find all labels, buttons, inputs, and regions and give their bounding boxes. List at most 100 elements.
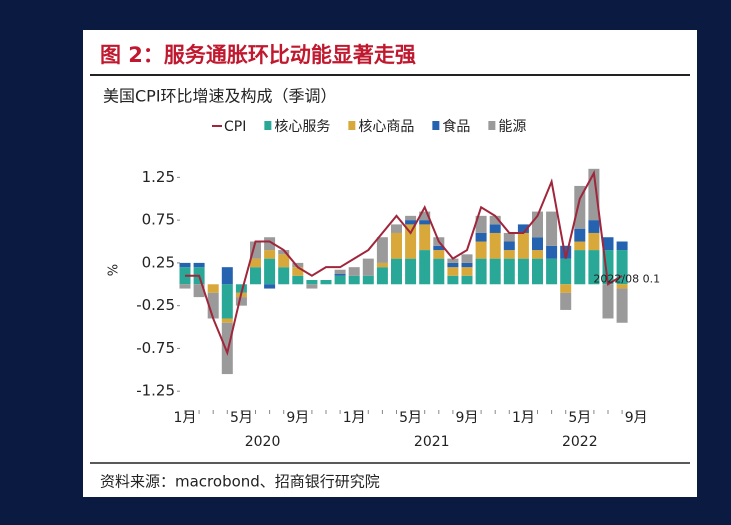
bar <box>616 288 628 323</box>
y-tick-label: -0.25 <box>136 296 175 314</box>
bar <box>376 262 388 268</box>
bar <box>532 250 543 259</box>
x-tick-label: 1月 <box>343 410 366 426</box>
bar <box>250 258 261 268</box>
bar <box>546 245 558 259</box>
legend-label: CPI <box>224 119 246 135</box>
x-tick-label: 5月 <box>568 410 591 426</box>
bar <box>532 258 543 285</box>
legend-label: 食品 <box>442 118 470 135</box>
x-tick-label: 5月 <box>230 410 253 426</box>
bar <box>391 232 402 259</box>
y-tick-label: 0.25 <box>142 253 175 271</box>
bar <box>475 258 487 285</box>
bar <box>560 245 572 259</box>
bar <box>250 241 261 259</box>
bar <box>334 275 346 285</box>
legend-swatch <box>488 121 496 130</box>
bar <box>264 237 276 251</box>
bar <box>574 185 586 229</box>
bar <box>306 280 318 285</box>
bar <box>560 284 572 293</box>
bar <box>292 262 304 268</box>
bar <box>503 250 515 259</box>
x-tick-label: 1月 <box>512 410 535 426</box>
bar <box>419 250 431 285</box>
bar <box>517 232 529 259</box>
bar <box>250 267 261 285</box>
bar <box>376 237 388 263</box>
bar <box>616 250 628 285</box>
year-label: 2022 <box>562 434 598 450</box>
bar <box>193 262 205 268</box>
bar <box>503 258 515 285</box>
bar <box>179 284 191 289</box>
source: 资料来源：macrobond、招商银行研究院 <box>100 473 380 491</box>
bar <box>391 224 402 233</box>
y-axis-label: % <box>107 264 122 276</box>
bar <box>461 262 473 268</box>
bar <box>405 224 417 259</box>
bar <box>221 318 233 323</box>
bar <box>348 267 360 276</box>
bar <box>221 267 233 285</box>
bar <box>292 267 304 276</box>
bar <box>320 280 332 285</box>
bar <box>207 284 219 293</box>
bar <box>306 284 318 289</box>
bar <box>376 267 388 285</box>
bar <box>433 258 445 285</box>
bar <box>391 258 402 285</box>
y-tick-label: 0.75 <box>142 211 175 229</box>
bar <box>221 284 233 319</box>
year-label: 2021 <box>414 434 450 450</box>
bar <box>560 292 572 310</box>
bar <box>602 250 614 285</box>
bar <box>334 269 346 275</box>
bar <box>405 220 417 225</box>
x-tick-label: 9月 <box>456 410 479 426</box>
bar <box>574 241 586 251</box>
bar <box>179 262 191 268</box>
bar <box>574 250 586 285</box>
legend-swatch <box>348 121 356 130</box>
legend-label: 核心服务 <box>274 119 330 135</box>
bar <box>193 284 205 298</box>
bar <box>574 228 586 242</box>
bar <box>292 275 304 285</box>
bar <box>348 275 360 285</box>
bar <box>503 241 515 251</box>
bar <box>503 232 515 242</box>
legend-swatch <box>264 121 272 130</box>
bar <box>517 224 529 233</box>
bar <box>475 241 487 259</box>
bar <box>560 258 572 285</box>
y-tick-label: -0.75 <box>136 339 175 357</box>
bar <box>546 258 558 285</box>
year-label: 2020 <box>245 434 281 450</box>
bar <box>461 275 473 285</box>
bar <box>235 297 247 306</box>
bar <box>588 232 600 251</box>
bar <box>447 267 459 276</box>
x-tick-label: 9月 <box>286 410 309 426</box>
bar <box>588 220 600 233</box>
bar <box>264 258 276 285</box>
chart-subtitle: 美国CPI环比增速及构成（季调） <box>103 87 337 106</box>
legend-label: 能源 <box>498 119 526 135</box>
y-tick-label: 1.25 <box>142 168 175 186</box>
bar <box>489 215 501 225</box>
bar <box>235 284 247 293</box>
cpi-line <box>185 169 623 356</box>
bar <box>447 275 459 285</box>
bar <box>532 237 543 251</box>
bar <box>475 215 487 233</box>
x-tick-label: 1月 <box>174 410 197 426</box>
bar <box>405 258 417 285</box>
bar <box>517 258 529 285</box>
chart-title: 图 2：服务通胀环比动能显著走强 <box>100 43 416 67</box>
legend-swatch <box>432 121 440 130</box>
bar <box>489 258 501 285</box>
